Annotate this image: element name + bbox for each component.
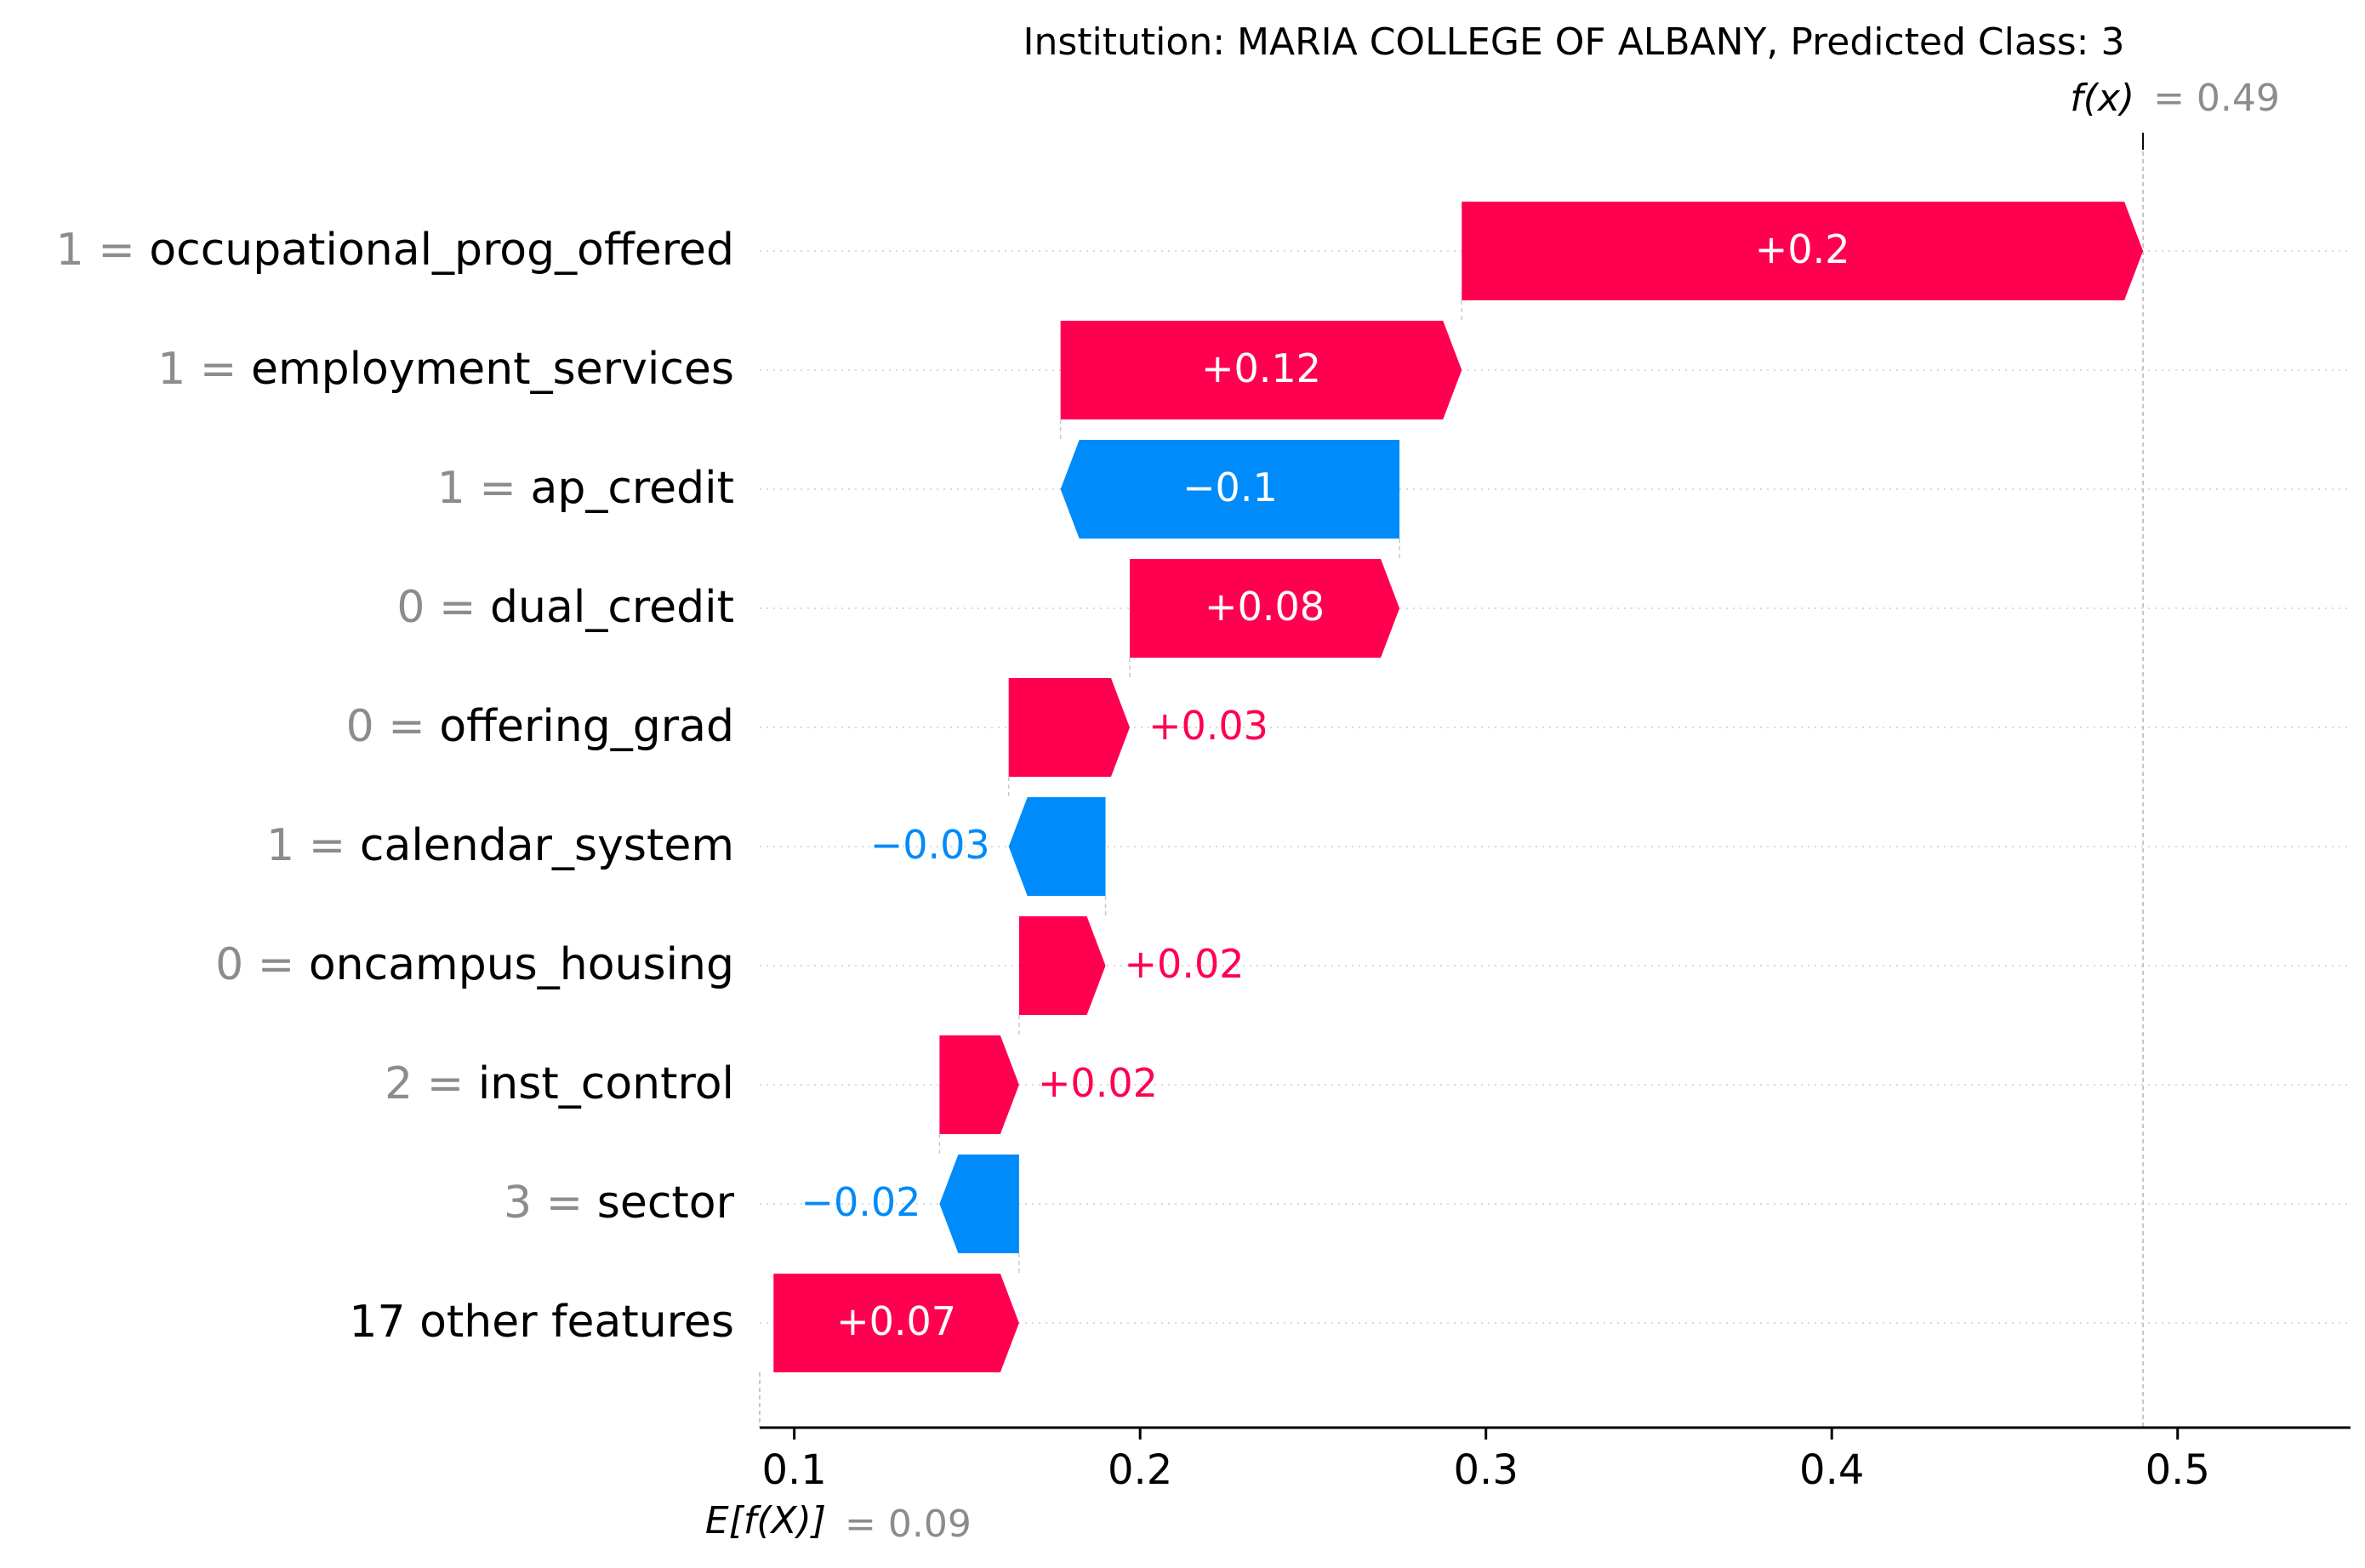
efx-label: E[f(X)] — [705, 1499, 826, 1542]
bar-value-label: +0.02 — [1038, 1060, 1158, 1106]
bar-value-label: +0.08 — [1205, 584, 1325, 630]
feature-label: 2 = inst_control — [385, 1058, 734, 1109]
bar-value-label: +0.2 — [1755, 226, 1850, 272]
feature-name: 17 other features — [349, 1297, 734, 1348]
bar-value-label: −0.03 — [870, 822, 990, 868]
feature-value: 1 = — [266, 820, 360, 871]
feature-name: offering_grad — [439, 701, 734, 752]
positive-bar — [1018, 916, 1106, 1015]
feature-value: 0 = — [215, 939, 309, 990]
feature-label: 17 other features — [349, 1297, 734, 1348]
feature-value: 1 = — [157, 344, 251, 395]
feature-name: inst_control — [478, 1058, 734, 1109]
x-axis: 0.1 0.2 0.3 0.4 0.5 — [760, 1426, 2351, 1494]
feature-name: employment_services — [251, 344, 734, 395]
positive-bar — [773, 1274, 1019, 1372]
feature-label: 0 = offering_grad — [346, 701, 734, 752]
feature-value: 1 = — [437, 463, 531, 514]
feature-name: calendar_system — [360, 820, 734, 871]
feature-name: oncampus_housing — [309, 939, 734, 990]
bar-value-label: −0.02 — [801, 1179, 920, 1225]
feature-label: 0 = oncampus_housing — [215, 939, 734, 990]
feature-label: 1 = occupational_prog_offered — [56, 225, 734, 276]
feature-value: 2 = — [385, 1058, 478, 1109]
fx-marker: f(x) = 0.49 — [2070, 77, 2280, 120]
efx-value: = 0.09 — [845, 1502, 972, 1546]
bar-value-label: +0.07 — [836, 1298, 956, 1344]
guide-layer — [759, 133, 2145, 1428]
feature-value: 1 = — [56, 225, 150, 276]
feature-value: 0 = — [346, 701, 440, 752]
x-tick-label: 0.2 — [1108, 1446, 1172, 1494]
label-layer: 1 = occupational_prog_offered +0.2 1 = emp… — [56, 225, 1850, 1348]
negative-bar — [939, 1155, 1019, 1253]
feature-name: ap_credit — [530, 463, 734, 514]
positive-bar — [1008, 678, 1130, 777]
feature-label: 1 = employment_services — [157, 344, 734, 395]
x-tick-label: 0.1 — [761, 1446, 826, 1494]
chart-title: Institution: MARIA COLLEGE OF ALBANY, Pr… — [1023, 20, 2125, 64]
feature-label: 3 = sector — [504, 1177, 735, 1229]
fx-label: f(x) — [2070, 77, 2134, 120]
bar-value-label: −0.1 — [1182, 465, 1278, 510]
feature-name: occupational_prog_offered — [149, 225, 734, 276]
feature-name: dual_credit — [490, 582, 734, 633]
negative-bar — [1008, 797, 1106, 896]
x-tick-label: 0.5 — [2146, 1446, 2210, 1494]
positive-bar — [1060, 321, 1462, 419]
feature-name: sector — [597, 1177, 735, 1229]
bar-value-label: +0.12 — [1201, 345, 1321, 391]
positive-bar — [939, 1035, 1019, 1134]
feature-value: 0 = — [396, 582, 490, 633]
bar-value-label: +0.02 — [1125, 941, 1245, 987]
bar-value-label: +0.03 — [1148, 703, 1268, 749]
x-tick-label: 0.3 — [1454, 1446, 1519, 1494]
efx-marker: E[f(X)] = 0.09 — [705, 1499, 972, 1546]
bar-layer — [773, 202, 2144, 1372]
feature-label: 1 = ap_credit — [437, 463, 734, 514]
feature-value: 3 = — [504, 1177, 597, 1229]
fx-value: = 0.49 — [2153, 77, 2280, 120]
x-tick-label: 0.4 — [1799, 1446, 1864, 1494]
feature-label: 0 = dual_credit — [396, 582, 734, 633]
positive-bar — [1462, 202, 2144, 300]
negative-bar — [1060, 440, 1400, 539]
positive-bar — [1129, 559, 1400, 658]
feature-label: 1 = calendar_system — [266, 820, 734, 871]
